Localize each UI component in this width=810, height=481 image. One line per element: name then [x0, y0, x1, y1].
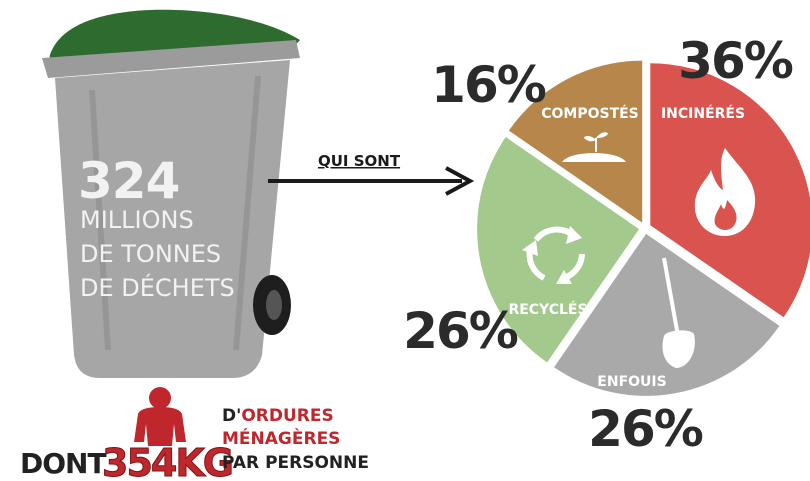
pie-slice-3	[477, 137, 640, 363]
arrow-label: QUI SONT	[318, 152, 401, 170]
bin-rim	[42, 40, 300, 78]
compost-icon	[562, 132, 626, 162]
bottom-line2: MÉNAGÈRES	[222, 427, 340, 449]
bottom-prefix: DONT	[20, 447, 106, 480]
bottom-caption: DONT 354KG D'ORDURES MÉNAGÈRES PAR PERSO…	[20, 387, 369, 481]
recycle-icon	[522, 226, 585, 284]
pie-slice-4	[508, 60, 643, 223]
arrow: QUI SONT	[268, 152, 475, 196]
slice-percent-2: 26%	[588, 400, 703, 458]
bin-groove	[89, 89, 111, 351]
bin-line2: DE TONNES	[80, 240, 221, 268]
bottom-line3: PAR PERSONNE	[222, 453, 369, 473]
slice-label-3: RECYCLÉS	[508, 301, 587, 318]
flame-icon	[694, 148, 756, 236]
bin-body	[55, 60, 290, 378]
bin-wheel-hub	[266, 290, 282, 320]
trash-bin: 324 MILLIONS DE TONNES DE DÉCHETS	[42, 9, 300, 378]
bottom-line1: D'ORDURES	[222, 406, 334, 426]
bin-groove	[233, 75, 261, 351]
bin-amount: 324	[78, 152, 179, 210]
slice-percent-1: 36%	[678, 32, 793, 90]
arrow-head-icon	[445, 166, 475, 196]
bin-line3: DE DÉCHETS	[80, 273, 235, 302]
pie-slice-2	[554, 233, 780, 396]
slice-percent-3: 26%	[403, 302, 518, 360]
slice-label-4: COMPOSTÉS	[541, 105, 639, 122]
pie-chart: INCINÉRÉS36%ENFOUIS26%RECYCLÉS26%COMPOST…	[403, 32, 810, 458]
slice-label-2: ENFOUIS	[597, 374, 666, 390]
bottom-amount: 354KG	[102, 441, 232, 481]
slice-label-1: INCINÉRÉS	[661, 105, 745, 122]
slice-percent-4: 16%	[431, 56, 546, 114]
bin-line1: MILLIONS	[80, 206, 194, 234]
person-icon	[134, 387, 186, 446]
shovel-icon	[662, 257, 695, 368]
